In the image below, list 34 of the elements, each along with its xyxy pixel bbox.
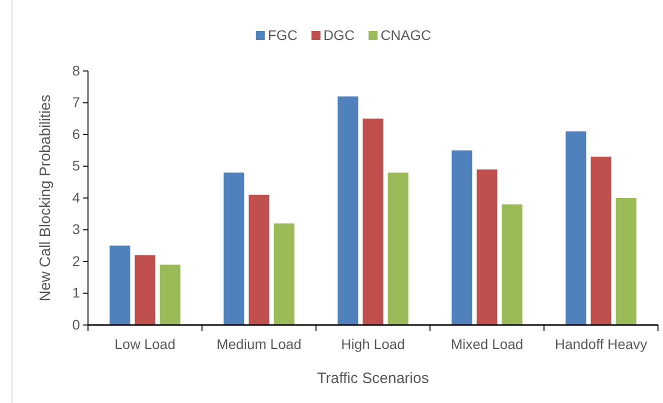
bar — [248, 194, 270, 325]
y-tick-label: 0 — [72, 316, 80, 332]
x-tick-label: Handoff Heavy — [554, 336, 648, 352]
y-tick-label: 7 — [72, 94, 80, 110]
x-tick-label: Low Load — [114, 336, 176, 352]
bar — [590, 156, 612, 325]
bar — [338, 96, 358, 325]
bar — [224, 172, 244, 325]
bar — [110, 246, 130, 325]
bar — [160, 264, 180, 325]
bar — [452, 150, 472, 325]
legend-label: DGC — [323, 27, 355, 43]
bar — [616, 198, 636, 325]
bar — [566, 131, 586, 325]
y-tick-label: 6 — [72, 126, 80, 142]
y-tick-label: 5 — [72, 158, 80, 174]
y-tick-label: 8 — [72, 62, 80, 78]
y-axis-title: New Call Blocking Probabilities — [37, 94, 54, 302]
bar — [476, 169, 498, 325]
y-tick-label: 3 — [72, 221, 80, 238]
x-axis-title: Traffic Scenarios — [317, 370, 429, 387]
y-tick-label: 2 — [72, 252, 80, 269]
x-tick-label: Medium Load — [216, 336, 302, 352]
y-tick-label: 4 — [72, 189, 80, 206]
bar — [274, 223, 294, 325]
y-tick-label: 1 — [72, 284, 80, 301]
legend-label: CNAGC — [380, 27, 432, 43]
legend-label: FGC — [268, 27, 298, 43]
bar — [388, 172, 408, 325]
bar — [134, 255, 156, 325]
bar — [502, 204, 522, 325]
x-tick-label: Mixed Load — [450, 336, 524, 352]
x-tick-label: High Load — [341, 336, 405, 352]
bar — [362, 118, 384, 325]
